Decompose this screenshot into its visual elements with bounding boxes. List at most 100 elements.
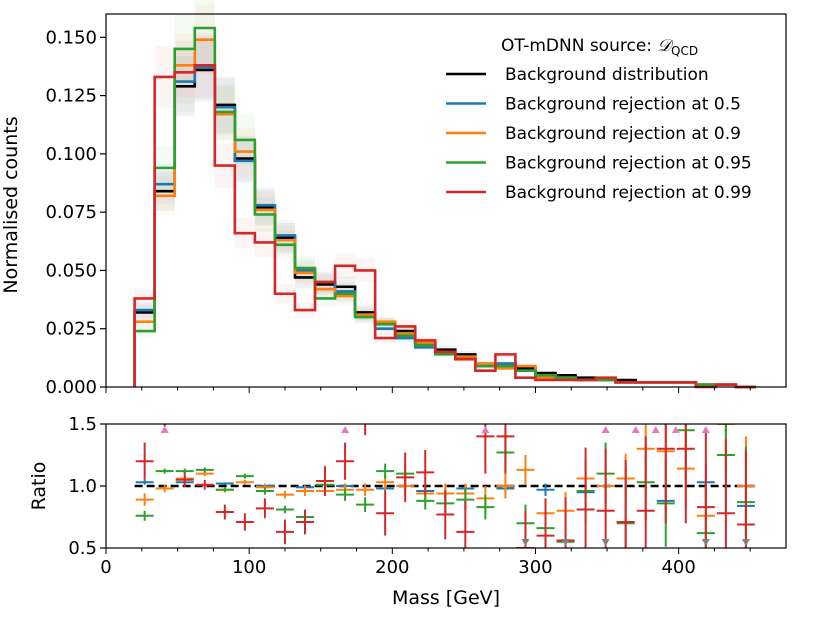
ratio-point-2-4 — [215, 487, 234, 493]
ratio-point-2-7 — [275, 505, 294, 514]
xtick-label: 300 — [518, 557, 552, 578]
overflow-up-marker-4 — [631, 426, 640, 433]
ratio-point-3-28 — [696, 432, 715, 548]
ratio-point-1-18 — [496, 473, 515, 499]
ratio-point-0-2 — [215, 482, 234, 485]
ratio-point-3-3 — [195, 479, 214, 490]
ratio-series — [134, 424, 756, 548]
ratio-point-3-12 — [376, 490, 395, 536]
ratio-point-0-0 — [135, 479, 154, 485]
ratio-point-1-1 — [155, 484, 174, 493]
overflow-up-marker-0 — [160, 426, 169, 433]
ratio-point-3-17 — [476, 424, 495, 474]
histogram-series — [133, 26, 756, 389]
ratio-point-2-1 — [155, 468, 174, 474]
ratio-point-3-14 — [416, 450, 435, 495]
overflow-down-marker-0 — [521, 539, 530, 546]
top-ytick-label: 0.125 — [45, 86, 97, 107]
legend-title: OT-mDNN source: 𝒟QCD — [501, 36, 698, 58]
top-ytick-label: 0.150 — [45, 27, 97, 48]
ratio-point-3-18 — [496, 424, 515, 474]
ratio-point-1-7 — [275, 490, 294, 499]
bottom-ytick-label: 1.0 — [68, 476, 97, 497]
legend-label-4: Background rejection at 0.99 — [505, 183, 752, 203]
ratio-point-2-10 — [336, 488, 355, 501]
ratio-point-3-4 — [215, 504, 234, 520]
ratio-point-3-25 — [636, 436, 655, 548]
y-axis-label-top: Normalised counts — [0, 116, 22, 293]
ratio-point-3-2 — [175, 472, 194, 488]
ratio-point-3-7 — [275, 519, 294, 545]
overflow-down-marker-3 — [701, 539, 710, 546]
ratio-point-1-0 — [135, 493, 154, 506]
ratio-point-3-19 — [516, 510, 535, 548]
overflow-up-marker-7 — [701, 426, 710, 433]
axes: 0.000 0.025 0.050 0.075 0.100 0.125 0.150 0.5 1.… — [45, 13, 787, 578]
series-line-4 — [133, 63, 756, 389]
ratio-point-3-1 — [163, 424, 166, 427]
top-ytick-label: 0.075 — [45, 202, 97, 223]
bottom-ytick-label: 1.5 — [68, 414, 97, 435]
ratio-point-3-10 — [336, 442, 355, 480]
ratio-point-3-26 — [656, 424, 675, 524]
ratio-point-3-20 — [536, 498, 555, 548]
bottom-ytick-label: 0.5 — [68, 538, 97, 559]
ratio-point-3-5 — [235, 513, 254, 531]
ratio-point-2-11 — [356, 497, 375, 513]
ratio-point-2-5 — [235, 473, 254, 479]
ratio-point-1-8 — [295, 486, 314, 496]
ratio-point-3-8 — [295, 509, 314, 535]
overflow-up-marker-1 — [341, 426, 350, 433]
ratio-point-1-19 — [516, 455, 535, 485]
xtick-label: 200 — [375, 557, 409, 578]
overflow-up-marker-3 — [601, 426, 610, 433]
ratio-point-3-13 — [396, 452, 415, 503]
overflow-down-marker-1 — [561, 539, 570, 546]
ratio-point-2-0 — [135, 510, 154, 521]
ratio-point-2-14 — [416, 492, 435, 510]
legend: OT-mDNN source: 𝒟QCD Background distribu… — [446, 36, 752, 203]
legend-label-3: Background rejection at 0.95 — [505, 154, 752, 174]
y-axis-label-bottom: Ratio — [28, 462, 50, 511]
xtick-label: 400 — [661, 557, 695, 578]
ratio-point-3-11 — [364, 424, 367, 436]
ratio-point-3-24 — [616, 459, 635, 548]
ratio-point-2-17 — [476, 494, 495, 520]
ratio-point-3-15 — [436, 489, 455, 540]
xtick-label: 100 — [232, 557, 266, 578]
overflow-up-marker-6 — [671, 426, 680, 433]
ratio-point-1-11 — [356, 483, 375, 496]
ratio-point-3-0 — [135, 442, 154, 480]
band-3-bin-3 — [194, 0, 215, 64]
legend-label-1: Background rejection at 0.5 — [505, 95, 741, 115]
ratio-point-3-22 — [576, 447, 595, 548]
top-ytick-label: 0.000 — [45, 377, 97, 398]
top-ytick-label: 0.025 — [45, 319, 97, 340]
overflow-up-marker-2 — [481, 426, 490, 433]
ratio-point-3-9 — [316, 466, 335, 496]
top-ytick-label: 0.050 — [45, 260, 97, 281]
ratio-point-3-27 — [676, 424, 695, 524]
ratio-point-3-30 — [736, 450, 755, 548]
ratio-points — [135, 424, 755, 548]
ratio-point-2-3 — [195, 467, 214, 473]
legend-entries: Background distribution Background reject… — [446, 65, 752, 203]
overflow-down-marker-2 — [601, 539, 610, 546]
ratio-point-3-29 — [716, 438, 735, 548]
ratio-point-2-12 — [376, 463, 395, 479]
legend-label-0: Background distribution — [505, 65, 709, 85]
ratio-point-3-6 — [255, 498, 274, 519]
x-axis-label: Mass [GeV] — [392, 587, 500, 609]
legend-label-2: Background rejection at 0.9 — [505, 124, 741, 144]
top-panel-frame — [105, 13, 787, 388]
ratio-point-3-23 — [596, 448, 615, 548]
ratio-point-1-5 — [235, 479, 254, 485]
xtick-label: 0 — [100, 557, 111, 578]
overflow-down-marker-4 — [741, 539, 750, 546]
ratio-point-2-6 — [255, 487, 274, 495]
top-ytick-label: 0.100 — [45, 144, 97, 165]
overflow-up-marker-5 — [651, 426, 660, 433]
ratio-point-0-10 — [536, 483, 555, 496]
ratio-point-3-16 — [456, 500, 475, 548]
